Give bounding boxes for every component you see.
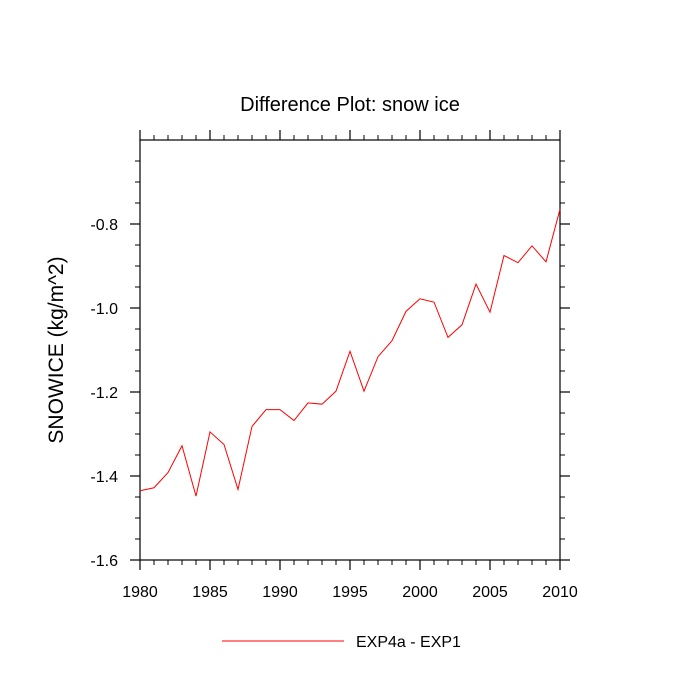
x-tick-label: 1995: [332, 584, 368, 601]
x-tick-label: 2000: [402, 584, 438, 601]
legend-label: EXP4a - EXP1: [356, 634, 461, 651]
x-tick-label: 1985: [192, 584, 228, 601]
x-tick-label: 2005: [472, 584, 508, 601]
y-tick-label: -0.8: [90, 217, 118, 234]
y-tick-label: -1.6: [90, 553, 118, 570]
minor-ticks: [135, 135, 565, 565]
major-ticks: [130, 130, 570, 570]
y-tick-labels: -1.6 -1.4 -1.2 -1.0 -0.8: [90, 217, 118, 570]
series-group: [139, 209, 561, 497]
y-tick-label: -1.4: [90, 469, 118, 486]
x-tick-label: 1980: [122, 584, 158, 601]
chart-title: Difference Plot: snow ice: [240, 94, 460, 116]
y-tick-label: -1.2: [90, 385, 118, 402]
series-line: [139, 209, 561, 497]
y-tick-label: -1.0: [90, 301, 118, 318]
x-tick-label: 1990: [262, 584, 298, 601]
x-tick-label: 2010: [542, 584, 578, 601]
legend: EXP4a - EXP1: [222, 634, 461, 651]
x-tick-labels: 1980 1985 1990 1995 2000 2005 2010: [122, 584, 578, 601]
y-axis-label: SNOWICE (kg/m^2): [45, 256, 68, 443]
